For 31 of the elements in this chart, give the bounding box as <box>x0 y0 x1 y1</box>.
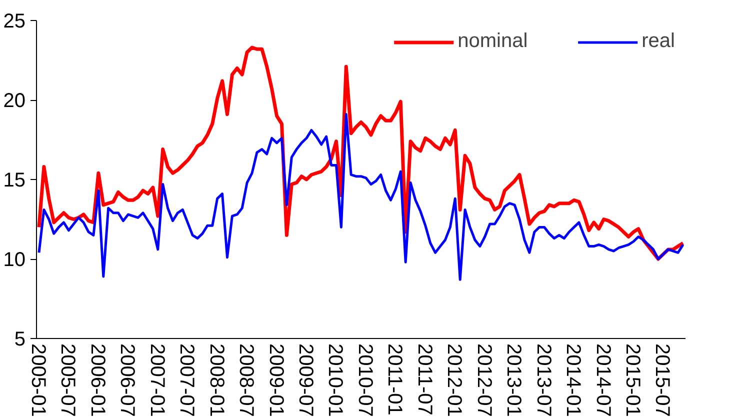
x-tick-label: 2006-01 <box>86 344 108 417</box>
x-tick-label: 2007-07 <box>176 344 198 417</box>
x-tick-label: 2012-07 <box>472 344 495 417</box>
x-tick-label: 2009-01 <box>264 344 287 417</box>
x-tick-label: 2014-07 <box>592 344 614 417</box>
legend-label: nominal <box>458 30 528 53</box>
x-tick-label: 2013-07 <box>532 344 554 417</box>
x-tick-label: 2009-07 <box>294 344 317 417</box>
y-tick-label: 5 <box>14 328 26 350</box>
x-tick-label: 2010-07 <box>354 344 376 417</box>
x-tick-label: 2013-01 <box>502 344 525 417</box>
y-tick-label: 20 <box>3 90 26 112</box>
x-tick-label: 2005-07 <box>56 344 79 417</box>
x-tick-label: 2011-07 <box>413 344 436 416</box>
line-series <box>38 113 684 281</box>
x-tick-label: 2007-01 <box>146 344 168 417</box>
line-series <box>37 46 685 261</box>
y-tick-label: 25 <box>3 10 26 32</box>
y-tick-label: 15 <box>3 170 26 192</box>
y-tick-label: 10 <box>3 249 26 271</box>
legend-label: real <box>642 30 675 53</box>
x-tick-label: 2008-07 <box>235 344 258 417</box>
x-tick-label: 2014-01 <box>562 344 584 417</box>
x-tick-label: 2005-01 <box>26 344 49 417</box>
x-tick-label: 2015-01 <box>621 344 644 417</box>
x-tick-label: 2006-07 <box>116 344 138 417</box>
x-tick-label: 2011-01 <box>384 344 406 416</box>
x-tick-label: 2010-01 <box>324 344 346 417</box>
x-tick-label: 2015-07 <box>651 344 674 417</box>
x-tick-label: 2012-01 <box>443 344 466 417</box>
x-tick-label: 2008-01 <box>205 344 228 417</box>
